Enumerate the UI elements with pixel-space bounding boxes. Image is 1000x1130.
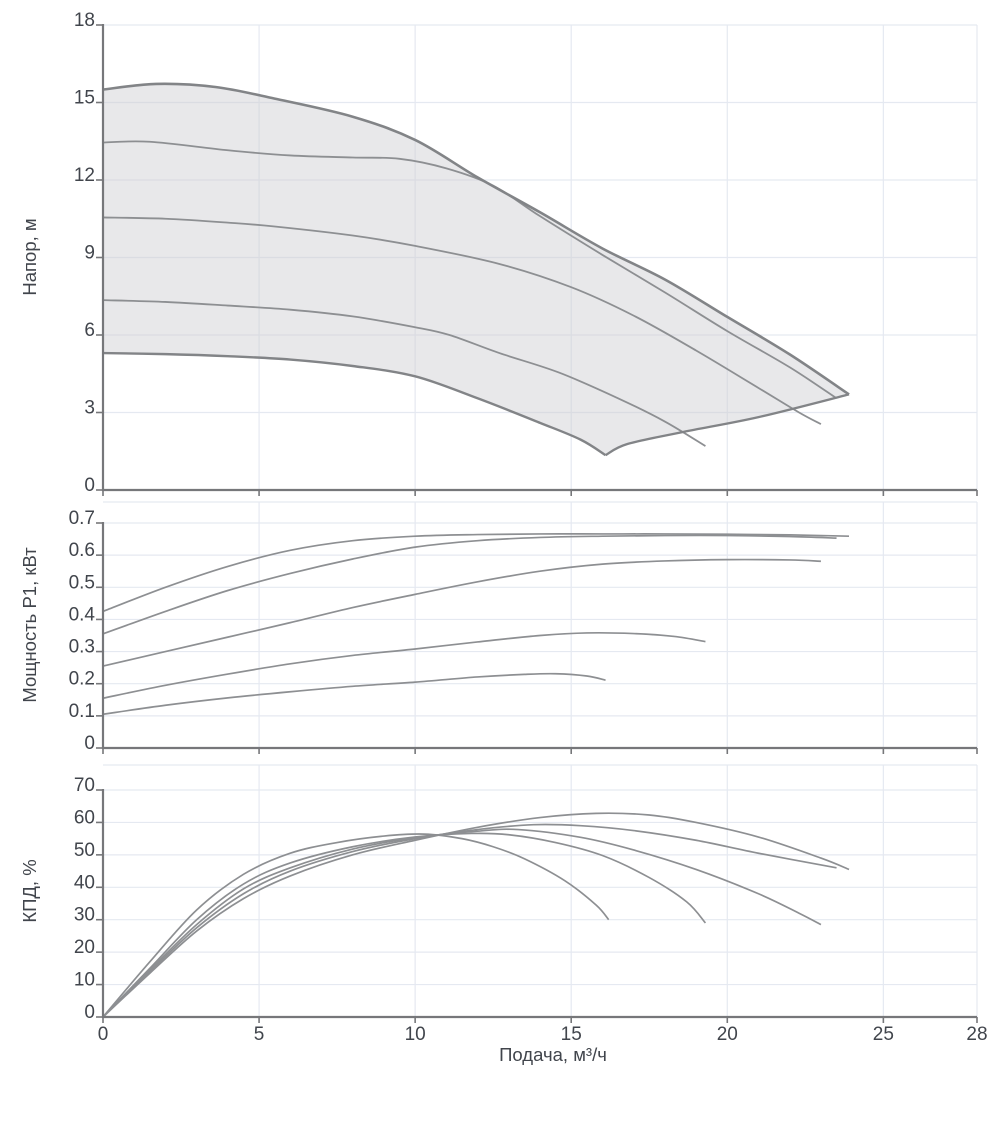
panel-head: 0 3 6 9 12 15 18 Напор, м [19,10,978,496]
y-tick-label: 0 [84,475,95,496]
panel-efficiency: 0 10 20 30 40 50 60 70 КПД, % [19,764,978,1023]
y-axis-title: Напор, м [19,218,40,295]
curve-efficiency-speed-5 [102,833,610,1018]
y-tick-label: 15 [74,88,95,109]
y-tick-label: 3 [84,398,95,419]
y-tick-label: 20 [74,937,95,958]
x-tick-label: 20 [717,1024,738,1045]
curve-power-speed-3 [102,558,821,667]
y-tick-label: 12 [74,165,95,186]
operating-envelope [103,83,850,456]
x-tick-label: 25 [873,1024,894,1045]
curve-head-speed-3 [102,216,822,425]
curve-efficiency-speed-3 [102,828,822,1018]
x-axis-labels: 0 5 10 15 20 25 28 Подача, м³/ч [98,1024,988,1065]
x-axis-title: Подача, м³/ч [499,1044,607,1065]
curve-head-speed-1 [102,82,850,396]
x-tick-label: 10 [405,1024,426,1045]
y-tick-label: 9 [84,243,95,264]
y-tick-label: 0.4 [69,604,96,625]
y-tick-label: 0.2 [69,669,95,690]
curve-power-speed-5 [102,672,606,716]
y-tick-label: 50 [74,840,95,861]
y-tick-label: 0 [84,1002,95,1023]
x-tick-label: 15 [561,1024,582,1045]
y-tick-label: 30 [74,905,95,926]
x-tick-label: 0 [98,1024,109,1045]
panel-power: 0 0.1 0.2 0.3 0.4 0.5 0.6 0.7 Мощность P1, кВт [19,501,978,754]
y-axis-title: КПД, % [19,859,40,922]
y-tick-label: 60 [74,807,95,828]
curve-power-speed-1 [102,533,850,613]
y-tick-label: 70 [74,775,95,796]
y-tick-label: 0.3 [69,637,95,658]
curve-efficiency-speed-1 [102,812,850,1018]
y-tick-label: 18 [74,10,95,31]
curve-head-speed-4 [102,299,706,447]
y-tick-label: 10 [74,970,95,991]
y-tick-label: 0.7 [69,508,95,529]
y-tick-label: 0 [84,733,95,754]
curve-power-speed-4 [102,631,706,700]
y-axis-title: Мощность P1, кВт [19,547,40,703]
x-tick-label: 5 [254,1024,265,1045]
y-tick-label: 0.1 [69,701,95,722]
y-tick-label: 0.6 [69,540,95,561]
x-tick-label: 28 [966,1024,987,1045]
y-tick-label: 40 [74,872,95,893]
envelope-right-edge [604,393,850,457]
y-tick-label: 6 [84,320,95,341]
y-tick-label: 0.5 [69,572,95,593]
curve-power-speed-2 [102,534,837,635]
curve-head-speed-5 [102,351,607,457]
